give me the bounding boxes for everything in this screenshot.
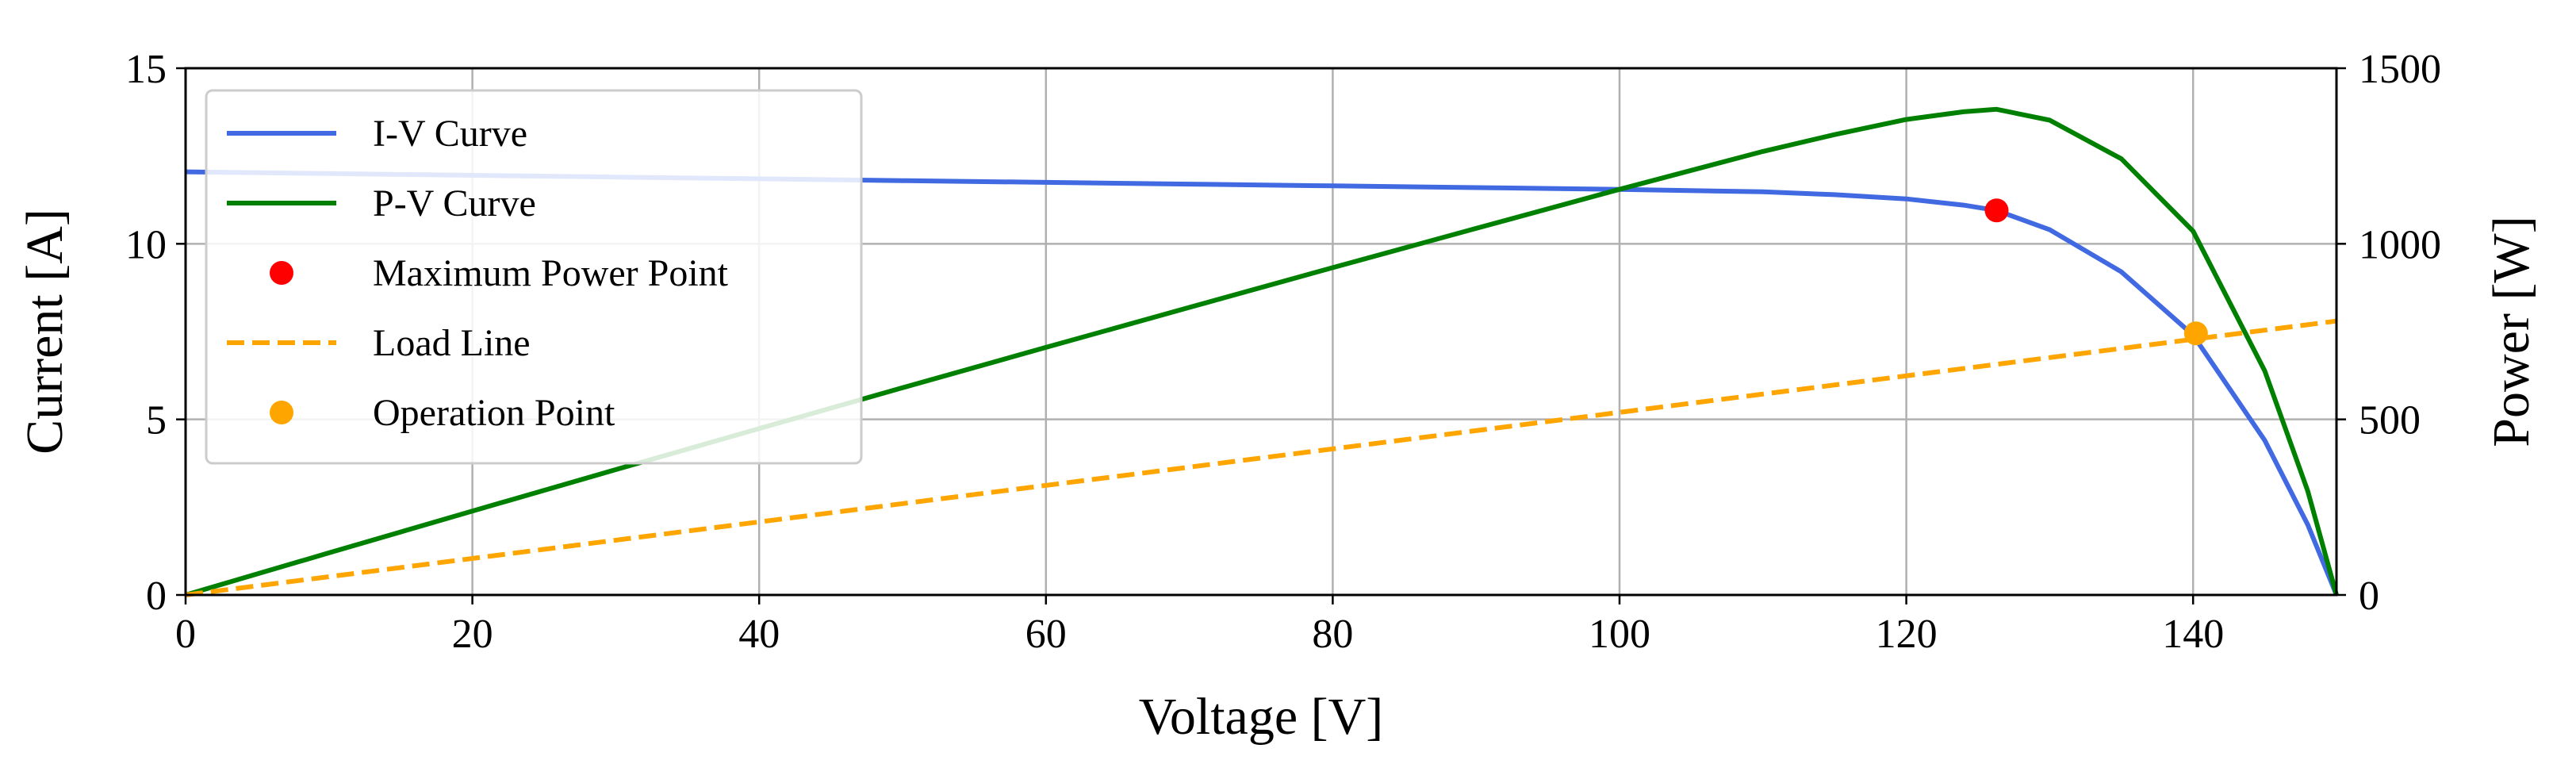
x-axis-label: Voltage [V] [1139,688,1384,746]
y-axis-label-right: Power [W] [2482,216,2540,447]
legend-operation-point-label: Operation Point [373,392,615,434]
load-line-line [185,318,2337,597]
ticks-group: 0 20 40 60 80 100 120 140 0 5 10 15 0 500 1000 1500 [125,47,2441,657]
x-tick-label: 20 [452,612,493,657]
x-tick-label: 60 [1025,612,1067,657]
legend-load-line-label: Load Line [373,322,531,364]
maximum-power-point-marker [1984,198,2009,223]
y-tick-label-right: 0 [2359,574,2379,619]
operation-point-marker [2183,321,2208,346]
legend-operation-point-marker [270,401,293,424]
y-tick-label-left: 10 [125,222,167,267]
y-tick-label-right: 500 [2359,398,2421,443]
y-tick-label-right: 1500 [2359,47,2441,92]
y-tick-label-left: 0 [146,574,167,619]
legend-maximum-power-point-label: Maximum Power Point [373,252,729,294]
plot-frame [184,67,2338,597]
x-tick-label: 40 [738,612,780,657]
x-tick-label: 0 [175,612,196,657]
y-tick-label-left: 15 [125,47,167,92]
x-tick-label: 100 [1589,612,1650,657]
legend-i-v-curve-label: I-V Curve [373,113,527,155]
legend-box [205,89,863,465]
y-tick-label-right: 1000 [2359,222,2441,267]
x-tick-label: 140 [2162,612,2224,657]
x-tick-label: 120 [1876,612,1938,657]
points-group [1984,198,2208,346]
y-tick-label-left: 5 [146,398,167,443]
legend-maximum-power-point-marker [270,261,293,285]
legend-p-v-curve-label: P-V Curve [373,182,536,224]
x-tick-label: 80 [1312,612,1353,657]
legend: I-V Curve P-V Curve Maximum Power Point Loa… [205,89,863,465]
y-axis-label-left: Current [A] [16,209,74,455]
